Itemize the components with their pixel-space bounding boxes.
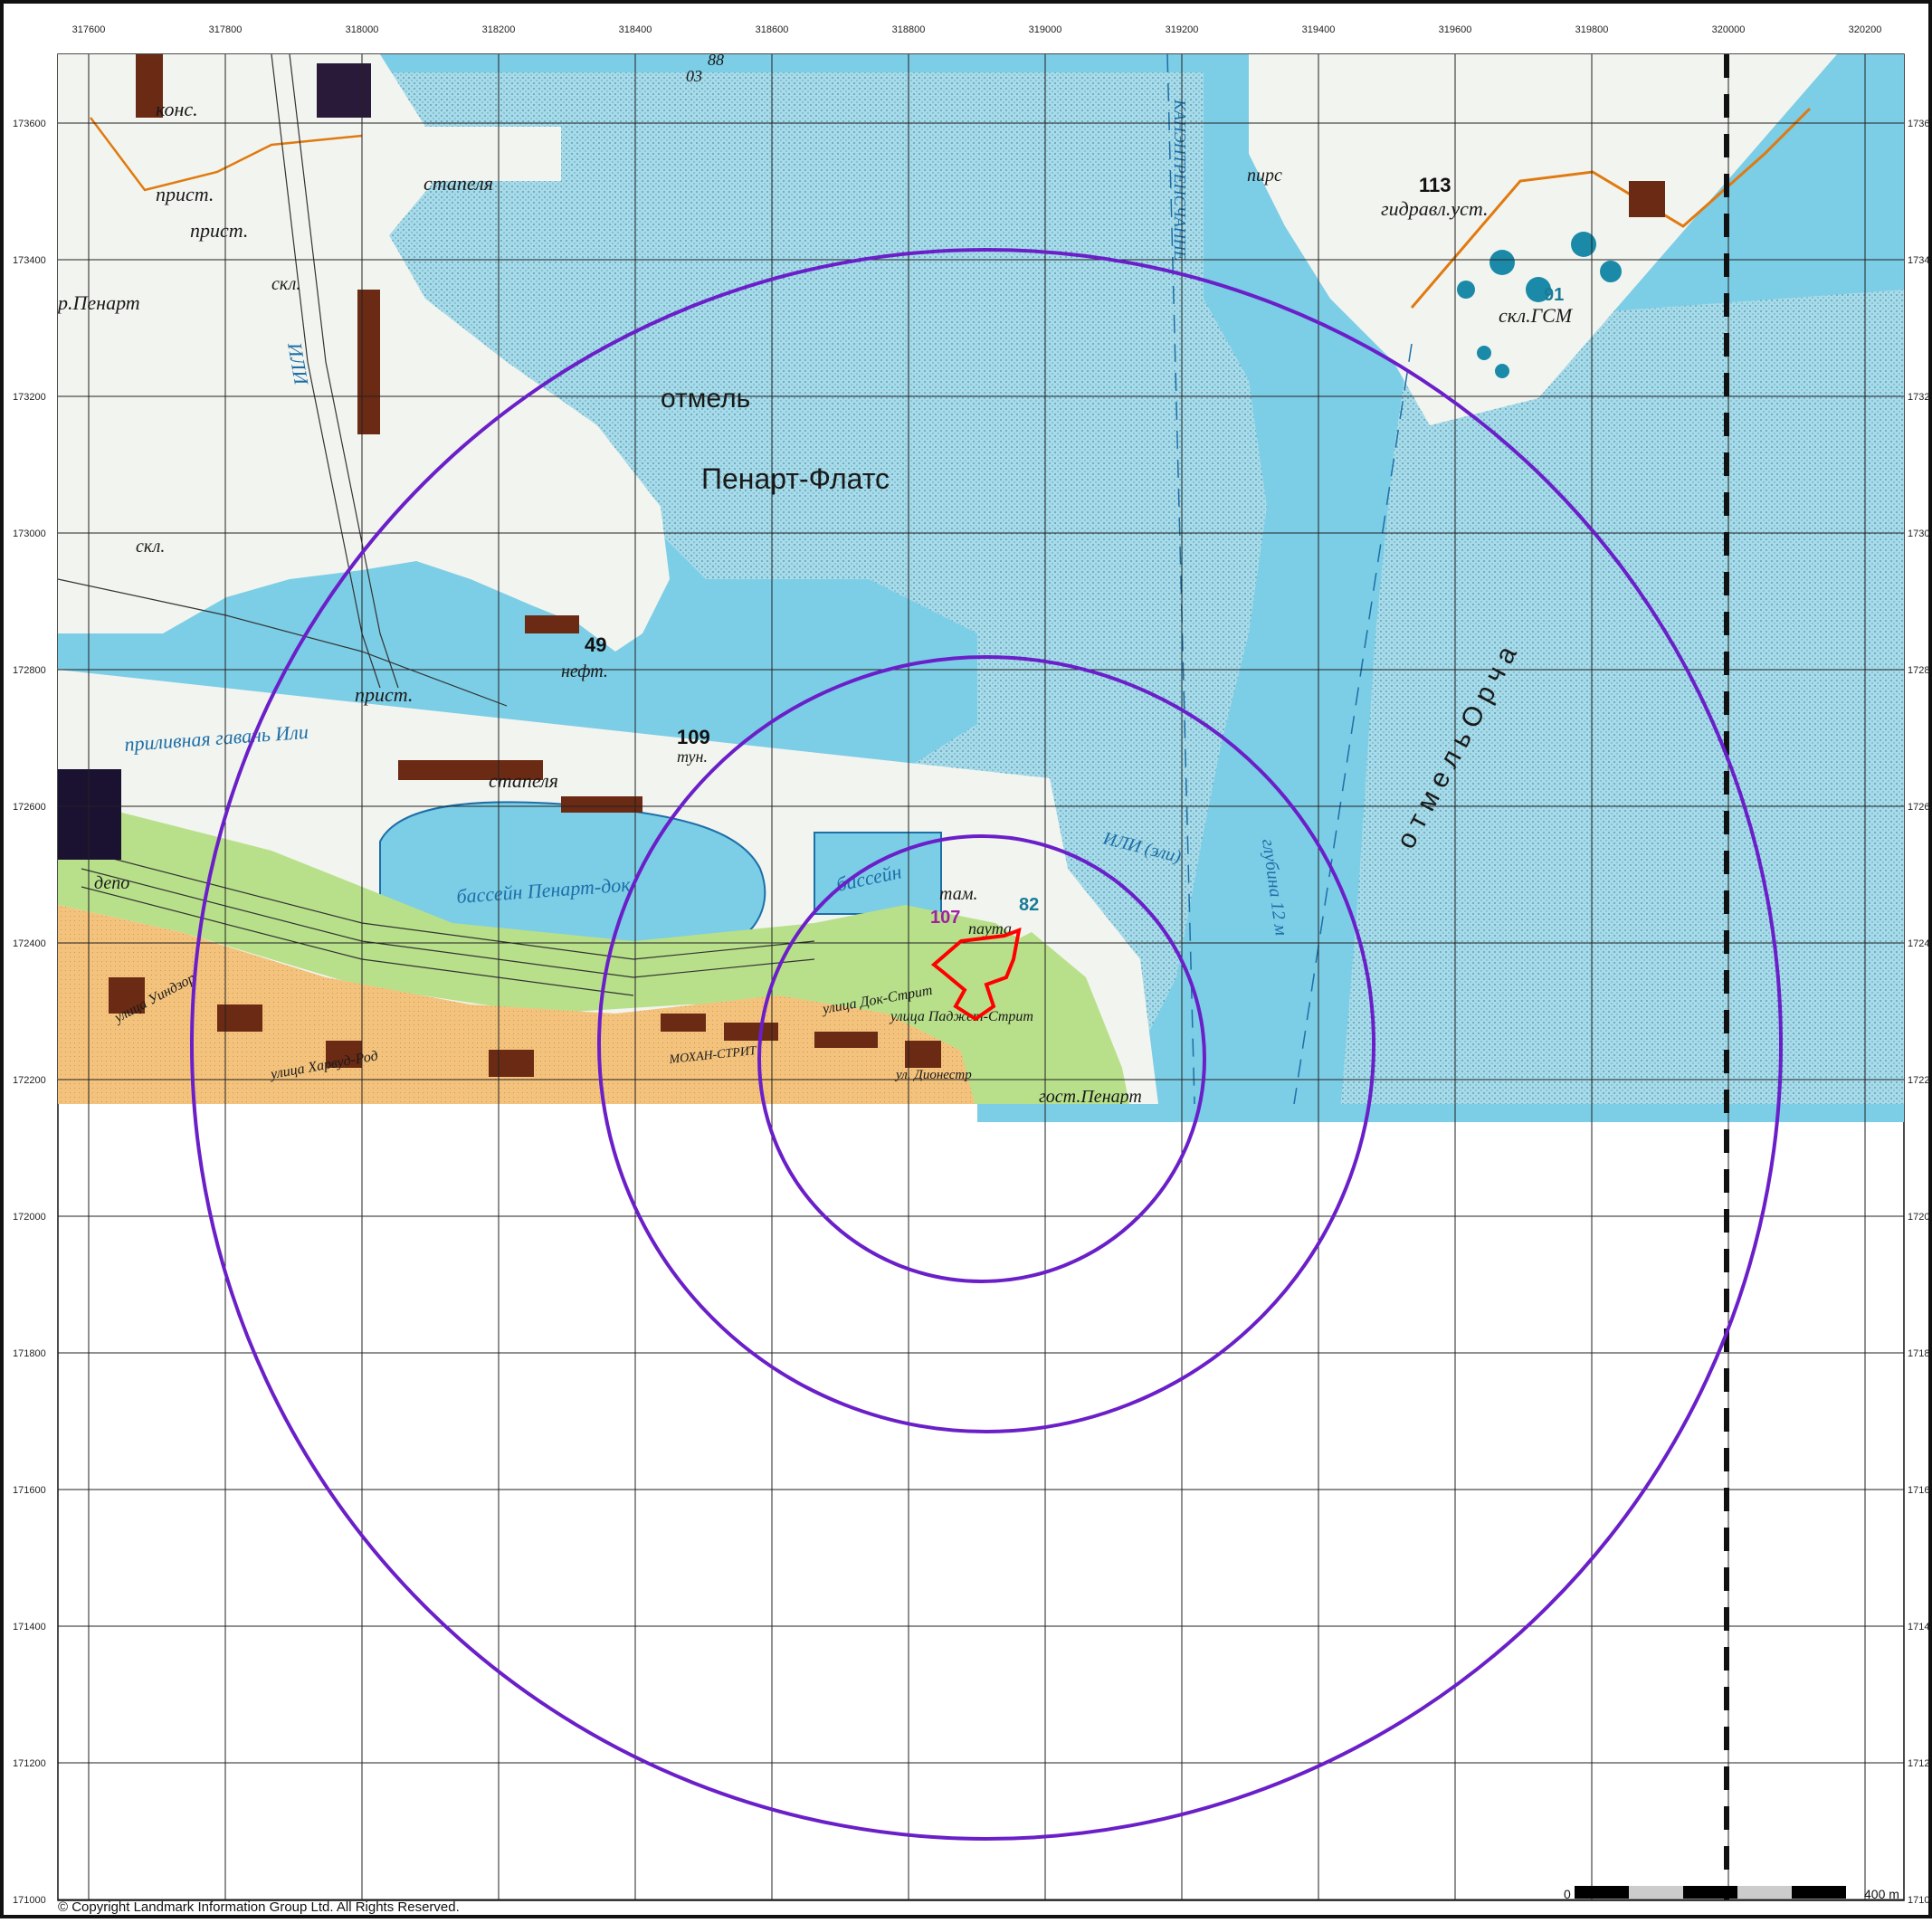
label-91: 91 xyxy=(1544,285,1564,305)
label-penarth: р.Пенарт xyxy=(56,291,140,314)
northing-label-right: 1736 xyxy=(1908,119,1929,129)
label-prist: прист. xyxy=(156,183,214,205)
site-boundary xyxy=(930,927,1022,1022)
northing-label-right: 1712 xyxy=(1908,1758,1929,1769)
label-stapelya: стапеля xyxy=(424,172,493,195)
label-109: 109 xyxy=(677,726,710,748)
easting-label: 318400 xyxy=(619,24,652,35)
northing-label: 171200 xyxy=(13,1758,46,1769)
label-03: 03 xyxy=(686,67,702,85)
label-tunnel: тун. xyxy=(677,747,708,766)
label-depot: депо xyxy=(94,873,129,893)
northing-label-right: 1734 xyxy=(1908,255,1929,266)
northing-label: 171800 xyxy=(13,1348,46,1359)
label-skl: скл. xyxy=(271,274,300,294)
easting-label: 319000 xyxy=(1029,24,1062,35)
northing-label: 172000 xyxy=(13,1212,46,1223)
northing-label: 171400 xyxy=(13,1622,46,1633)
northing-label: 172800 xyxy=(13,665,46,676)
map-tile: конс. прист. прист. скл. р.Пенарт ИЛИ ст… xyxy=(56,51,1904,1107)
easting-label: 320000 xyxy=(1712,24,1746,35)
label-107: 107 xyxy=(930,908,960,928)
label-hydraulic: гидравл.уст. xyxy=(1381,197,1489,220)
easting-label: 318800 xyxy=(892,24,926,35)
easting-label: 319600 xyxy=(1439,24,1472,35)
label-otmel: отмель xyxy=(661,384,750,414)
northing-label-right: 1714 xyxy=(1908,1622,1929,1633)
northing-label-right: 1722 xyxy=(1908,1075,1929,1086)
northing-label: 173600 xyxy=(13,119,46,129)
buffer-ring-outer xyxy=(190,248,1783,1841)
easting-label: 318600 xyxy=(756,24,789,35)
label-neft: нефт. xyxy=(561,662,608,681)
northing-label: 171000 xyxy=(13,1895,46,1906)
label-49: 49 xyxy=(585,633,606,656)
label-88: 88 xyxy=(708,51,724,69)
sea-edge xyxy=(977,1104,1904,1122)
northing-label-right: 1732 xyxy=(1908,392,1929,403)
northing-label: 172400 xyxy=(13,938,46,949)
northing-label: 173200 xyxy=(13,392,46,403)
northing-label: 173400 xyxy=(13,255,46,266)
label-stapelya-2: стапеля xyxy=(489,769,558,792)
label-paget-street: улица Паджет-Стрит xyxy=(889,1009,1033,1024)
label-pier: пирс xyxy=(1247,166,1282,186)
northing-label-right: 1718 xyxy=(1908,1348,1929,1359)
easting-label: 317800 xyxy=(209,24,243,35)
easting-label: 317600 xyxy=(72,24,106,35)
label-pauta: паута xyxy=(968,919,1012,938)
easting-label: 320200 xyxy=(1849,24,1882,35)
road-west xyxy=(90,117,363,192)
buffer-ring-inner xyxy=(757,834,1206,1283)
northing-label-right: 1726 xyxy=(1908,802,1929,813)
label-113: 113 xyxy=(1419,174,1451,196)
northing-label-right: 1716 xyxy=(1908,1485,1929,1496)
northing-label: 171600 xyxy=(13,1485,46,1496)
grid-labels: 317600 317800 318000 318200 318400 318600 3188… xyxy=(13,24,1929,1906)
label-prist-2: прист. xyxy=(190,219,248,242)
channel-line xyxy=(1166,54,1195,1104)
railway-lines xyxy=(58,54,815,996)
tidal-flats-east xyxy=(1340,290,1904,1104)
grid-lines xyxy=(58,54,1904,1900)
label-penarth-hotel: гост.Пенарт xyxy=(1039,1087,1142,1107)
label-channel: КАНЭНТРЕНСЧАННЕ xyxy=(1171,99,1189,261)
northing-label-right: 1730 xyxy=(1908,528,1929,539)
label-customs: там. xyxy=(939,884,977,904)
label-penarth-flats: Пенарт-Флатс xyxy=(701,462,890,495)
label-82: 82 xyxy=(1019,895,1039,915)
label-street-2: ул. Дионестр xyxy=(894,1068,972,1082)
easting-label: 319200 xyxy=(1166,24,1199,35)
river-ely xyxy=(72,150,653,725)
label-kons: конс. xyxy=(156,98,198,120)
scale-end: 400 m xyxy=(1864,1887,1899,1901)
easting-label: 319400 xyxy=(1302,24,1336,35)
label-skl-2: скл. xyxy=(136,537,165,557)
copyright-notice: © Copyright Landmark Information Group L… xyxy=(58,1899,460,1915)
northing-label-right: 1720 xyxy=(1908,1212,1929,1223)
northing-label: 172600 xyxy=(13,802,46,813)
headland-park xyxy=(941,932,1129,1104)
northing-label-right: 1728 xyxy=(1908,665,1929,676)
easting-label: 318200 xyxy=(482,24,516,35)
northing-label-right: 1724 xyxy=(1908,938,1929,949)
northing-label: 172200 xyxy=(13,1075,46,1086)
easting-label: 318000 xyxy=(346,24,379,35)
park-area xyxy=(58,796,1113,1104)
land-northeast xyxy=(1249,54,1837,425)
easting-label: 319800 xyxy=(1575,24,1609,35)
northing-label-right: 1710 xyxy=(1908,1895,1929,1906)
town-area xyxy=(58,905,1014,1104)
label-prist-3: прист. xyxy=(355,683,413,706)
scale-start: 0 xyxy=(1564,1887,1571,1901)
buffer-ring-middle xyxy=(597,655,1375,1433)
northing-label: 173000 xyxy=(13,528,46,539)
scale-bar: 0 400 m xyxy=(1564,1886,1899,1901)
label-fuel-store: скл.ГСМ xyxy=(1499,304,1574,327)
